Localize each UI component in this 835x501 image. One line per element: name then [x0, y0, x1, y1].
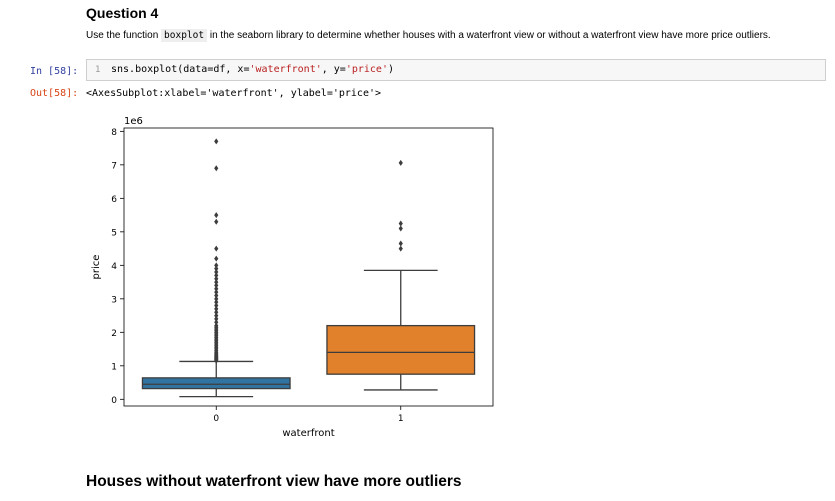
y-axis-label: price: [91, 255, 102, 280]
code-string-price: 'price': [345, 64, 388, 75]
outlier-point: [214, 265, 219, 272]
y-tick-label: 7: [111, 161, 117, 171]
outlier-point: [214, 295, 219, 302]
question-title: Question 4: [86, 5, 159, 21]
code-string-waterfront: 'waterfront': [249, 64, 322, 75]
outlier-point: [214, 305, 219, 312]
x-tick-label: 1: [398, 414, 404, 424]
y-tick-label: 8: [111, 128, 117, 138]
x-axis-label: waterfront: [282, 428, 334, 439]
outlier-point: [214, 289, 219, 296]
outlier-point: [214, 262, 219, 269]
outlier-point: [214, 245, 219, 252]
outlier-point: [214, 282, 219, 289]
box-0: [141, 377, 291, 390]
outlier-point: [214, 279, 219, 286]
y-tick-label: 5: [111, 228, 117, 238]
code-y-param: , y=: [321, 64, 346, 75]
y-tick-label: 0: [111, 396, 117, 406]
outlier-point: [398, 159, 403, 166]
y-tick-label: 4: [111, 262, 117, 272]
y-tick-label: 2: [111, 329, 117, 339]
outlier-point: [214, 212, 219, 219]
outlier-point: [214, 315, 219, 322]
code-line[interactable]: sns.boxplot(data=df, x='waterfront', y='…: [111, 64, 394, 75]
outlier-point: [214, 319, 219, 326]
box-1: [326, 324, 476, 375]
boxplot-chart: 0 1 2 3 4 5 6 7 8 0 1 1e6 price waterfront: [91, 116, 494, 439]
outlier-point: [214, 309, 219, 316]
scale-label: 1e6: [124, 116, 143, 127]
input-prompt: In [58]:: [30, 66, 79, 77]
y-tick-label: 6: [111, 195, 117, 205]
outlier-point: [214, 302, 219, 309]
outlier-point: [214, 272, 219, 279]
outlier-point: [214, 322, 219, 329]
plot-layer: 0 1 2 3 4 5 6 7 8 0 1: [111, 128, 476, 424]
y-tick-label: 1: [111, 362, 117, 372]
outlier-point: [214, 312, 219, 319]
outlier-point: [214, 285, 219, 292]
outlier-point: [214, 138, 219, 145]
outlier-point: [214, 269, 219, 276]
x-tick-label: 0: [213, 414, 219, 424]
outlier-point: [214, 292, 219, 299]
outlier-point: [398, 240, 403, 247]
code-close-paren: ): [387, 64, 395, 75]
question-text-start: Use the function: [86, 30, 162, 41]
outlier-point: [214, 218, 219, 225]
outlier-point: [398, 225, 403, 232]
code-function-call: sns.boxplot(data=df, x=: [111, 64, 250, 75]
output-prompt: Out[58]:: [30, 88, 79, 99]
code-cell[interactable]: 1 sns.boxplot(data=df, x='waterfront', y…: [86, 59, 826, 81]
outlier-point: [214, 165, 219, 172]
outlier-point: [214, 255, 219, 262]
inline-code-boxplot: boxplot: [161, 29, 208, 42]
outlier-point: [398, 245, 403, 252]
outlier-point: [398, 220, 403, 227]
outlier-point: [214, 275, 219, 282]
y-tick-label: 3: [111, 295, 117, 305]
answer-heading: Houses without waterfront view have more…: [86, 473, 462, 490]
axes-frame: [123, 127, 494, 407]
question-text-end: in the seaborn library to determine whet…: [207, 30, 771, 41]
question-text: Use the function boxplot in the seaborn …: [86, 29, 771, 42]
line-number: 1: [95, 65, 101, 75]
output-text: <AxesSubplot:xlabel='waterfront', ylabel…: [86, 88, 382, 99]
outlier-point: [214, 299, 219, 306]
